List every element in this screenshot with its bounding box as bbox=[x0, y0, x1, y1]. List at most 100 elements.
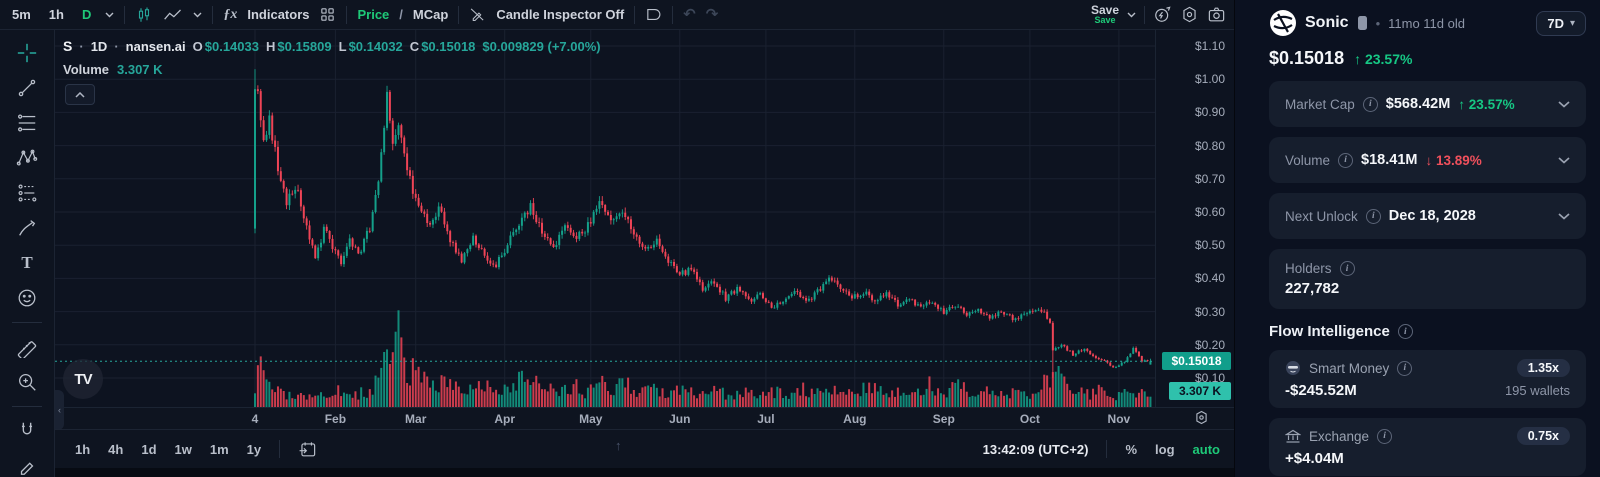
token-price-row: $0.15018 ↑ 23.57% bbox=[1269, 48, 1586, 69]
info-icon[interactable]: i bbox=[1397, 324, 1413, 339]
time-tick-label: Mar bbox=[405, 412, 427, 426]
xabcd-pattern-tool-icon[interactable] bbox=[14, 147, 40, 169]
range-1w-button[interactable]: 1w bbox=[174, 441, 192, 457]
percent-scale-button[interactable]: % bbox=[1125, 441, 1138, 457]
collapse-header-button[interactable] bbox=[65, 84, 95, 105]
range-1y-button[interactable]: 1y bbox=[246, 441, 262, 457]
time-tick-label: 4 bbox=[251, 412, 259, 426]
range-1m-button[interactable]: 1m bbox=[209, 441, 229, 457]
candle-inspector-toggle[interactable]: Candle Inspector Off bbox=[496, 7, 625, 22]
smart-money-flow-value: -$245.52M bbox=[1285, 382, 1357, 399]
save-menu-chevron-icon[interactable] bbox=[1127, 12, 1136, 18]
timeframe-menu-chevron-icon[interactable] bbox=[105, 12, 114, 18]
tradingview-logo[interactable]: TV bbox=[63, 359, 103, 399]
chart-column: S · 1D · nansen.ai O $0.14033 H $0.15809 L… bbox=[55, 30, 1234, 477]
line-chart-style-icon[interactable] bbox=[163, 7, 183, 23]
toolbar-divider bbox=[672, 5, 674, 24]
chart-type-candles-icon[interactable] bbox=[135, 6, 153, 24]
undo-icon[interactable]: ↶ bbox=[683, 6, 696, 23]
next-unlock-value: Dec 18, 2028 bbox=[1388, 208, 1476, 224]
smart-money-card[interactable]: Smart Money i 1.35x -$245.52M 195 wallet… bbox=[1269, 350, 1586, 408]
header-separator: · bbox=[79, 39, 84, 54]
fib-retracement-tool-icon[interactable] bbox=[14, 112, 40, 134]
chart-settings-gear-icon[interactable] bbox=[1180, 5, 1199, 24]
chart-bottom-toolbar: 1h 4h 1d 1w 1m 1y ↑ 13:42:09 (UTC+2) % bbox=[55, 429, 1234, 468]
info-icon[interactable]: i bbox=[1338, 152, 1354, 168]
contract-icon[interactable] bbox=[1357, 15, 1368, 31]
holders-card[interactable]: Holders i 227,782 bbox=[1269, 249, 1586, 309]
exchange-bank-icon bbox=[1285, 429, 1301, 444]
save-button[interactable]: Save Save bbox=[1091, 4, 1119, 25]
toolbar-divider bbox=[212, 5, 214, 24]
chevron-down-icon[interactable] bbox=[1558, 156, 1570, 164]
next-unlock-card[interactable]: Next Unlock i Dec 18, 2028 bbox=[1269, 193, 1586, 239]
trend-line-tool-icon[interactable] bbox=[14, 77, 40, 99]
exchange-card[interactable]: Exchange i 0.75x +$4.04M bbox=[1269, 418, 1586, 476]
token-name[interactable]: Sonic bbox=[1305, 14, 1349, 31]
holders-label: Holders bbox=[1285, 261, 1332, 276]
symbol-label[interactable]: S bbox=[63, 38, 73, 54]
timeframe-5m-button[interactable]: 5m bbox=[12, 7, 31, 22]
token-header: Sonic • 11mo 11d old 7D ▾ bbox=[1269, 8, 1586, 38]
chevron-down-icon[interactable] bbox=[1558, 212, 1570, 220]
info-icon[interactable]: i bbox=[1339, 261, 1355, 276]
interval-label[interactable]: 1D bbox=[90, 39, 108, 54]
price-toggle-button[interactable]: Price bbox=[357, 7, 390, 22]
market-cap-card[interactable]: Market Cap i $568.42M ↑ 23.57% bbox=[1269, 81, 1586, 127]
price-axis[interactable]: $0.15018 3.307 K $1.10 $1.00 $0.90 $0.80 $0.… bbox=[1155, 30, 1234, 425]
edit-tool-icon[interactable] bbox=[14, 455, 40, 477]
range-1h-button[interactable]: 1h bbox=[75, 441, 91, 457]
panel-range-dropdown[interactable]: 7D ▾ bbox=[1536, 10, 1586, 36]
info-icon[interactable]: i bbox=[1365, 208, 1381, 224]
chart-pane[interactable]: S · 1D · nansen.ai O $0.14033 H $0.15809 L… bbox=[55, 30, 1234, 429]
smart-money-wallets: 195 wallets bbox=[1504, 383, 1570, 398]
toolbar-divider bbox=[279, 440, 281, 458]
data-source-label: nansen.ai bbox=[125, 39, 186, 54]
change-value: $0.009829 (+7.00%) bbox=[482, 39, 601, 54]
chart-style-chevron-icon[interactable] bbox=[193, 12, 202, 18]
go-to-date-icon[interactable] bbox=[298, 440, 317, 459]
range-4h-button[interactable]: 4h bbox=[108, 441, 124, 457]
auto-scale-button[interactable]: auto bbox=[1192, 441, 1220, 457]
toolbar-divider bbox=[346, 5, 348, 24]
chevron-down-icon[interactable] bbox=[1558, 100, 1570, 108]
range-1d-button[interactable]: 1d bbox=[141, 441, 157, 457]
zoom-in-tool-icon[interactable] bbox=[14, 371, 40, 393]
timeframe-1h-button[interactable]: 1h bbox=[48, 7, 64, 22]
clock-label[interactable]: 13:42:09 (UTC+2) bbox=[982, 441, 1089, 457]
axis-settings-gear-icon[interactable] bbox=[1193, 409, 1210, 426]
crosshair-tool-icon[interactable] bbox=[14, 42, 40, 64]
indicators-button[interactable]: Indicators bbox=[247, 7, 310, 22]
exchange-label: Exchange bbox=[1309, 428, 1370, 444]
emoji-tool-icon[interactable] bbox=[14, 287, 40, 309]
time-axis[interactable]: 4 Feb Mar Apr May Jun Jul Aug Sep Oct Nov bbox=[55, 407, 1234, 429]
measure-ruler-tool-icon[interactable] bbox=[14, 336, 40, 359]
forecast-tool-icon[interactable] bbox=[14, 182, 40, 204]
info-icon[interactable]: i bbox=[1397, 360, 1413, 376]
candlestick-chart[interactable] bbox=[55, 30, 1234, 429]
drawings-panel-icon[interactable] bbox=[645, 7, 662, 22]
text-tool-icon[interactable]: T bbox=[21, 253, 33, 273]
holders-value: 227,782 bbox=[1285, 280, 1340, 297]
brush-tool-icon[interactable] bbox=[14, 217, 40, 239]
layout-grid-icon[interactable] bbox=[319, 6, 336, 23]
fx-indicators-icon[interactable]: ƒx bbox=[223, 6, 238, 22]
flow-intelligence-heading: Flow Intelligence i bbox=[1269, 323, 1586, 340]
magnet-tool-icon[interactable] bbox=[14, 420, 40, 442]
mcap-toggle-button[interactable]: MCap bbox=[412, 7, 449, 22]
timeframe-1d-button[interactable]: D bbox=[81, 7, 92, 22]
redo-icon[interactable]: ↷ bbox=[705, 6, 719, 23]
screenshot-camera-icon[interactable] bbox=[1207, 5, 1226, 24]
time-tick-label: Nov bbox=[1107, 412, 1131, 426]
toolbar-collapse-handle[interactable]: ‹ bbox=[55, 390, 64, 429]
volume-card[interactable]: Volume i $18.41M ↓ 13.89% bbox=[1269, 137, 1586, 183]
log-scale-button[interactable]: log bbox=[1155, 441, 1175, 457]
range-caret-icon: ▾ bbox=[1569, 17, 1575, 29]
info-icon[interactable]: i bbox=[1362, 96, 1378, 112]
info-icon[interactable]: i bbox=[1377, 428, 1393, 444]
price-tick-label: $1.00 bbox=[1194, 72, 1225, 87]
last-volume-badge: 3.307 K bbox=[1169, 382, 1231, 400]
alert-icon[interactable] bbox=[1153, 5, 1172, 24]
ohlc-header: S · 1D · nansen.ai O $0.14033 H $0.15809 L… bbox=[63, 38, 601, 54]
low-label: L bbox=[338, 39, 347, 54]
